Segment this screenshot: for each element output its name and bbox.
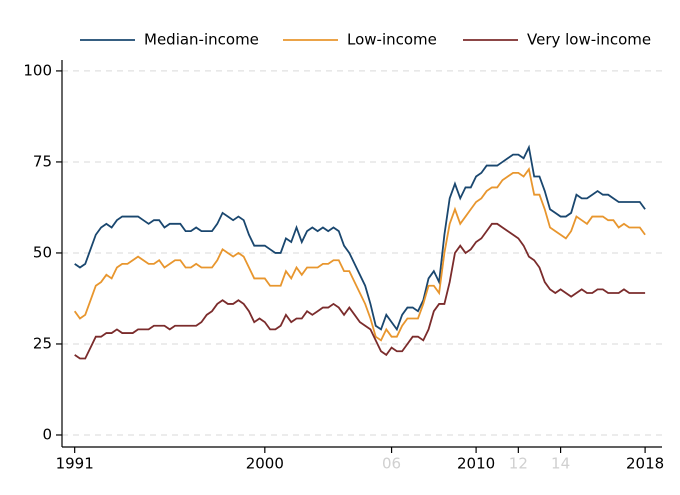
legend-label: Low-income bbox=[347, 31, 437, 49]
x-tick-label: 12 bbox=[509, 455, 528, 473]
series-line bbox=[74, 222, 646, 360]
y-tick-label: 25 bbox=[33, 334, 52, 352]
y-tick-label: 0 bbox=[42, 425, 52, 443]
x-tick-label: 2010 bbox=[457, 455, 495, 473]
series-line bbox=[74, 144, 646, 332]
legend-label: Very low-income bbox=[527, 31, 651, 49]
x-tick-label: 14 bbox=[551, 455, 570, 473]
series-line bbox=[73, 167, 646, 342]
x-tick-label: 1991 bbox=[56, 455, 94, 473]
y-tick-label: 50 bbox=[33, 243, 52, 261]
x-tick-label: 2018 bbox=[626, 455, 664, 473]
y-tick-label: 75 bbox=[33, 152, 52, 170]
x-tick-label: 2000 bbox=[246, 455, 284, 473]
x-tick-label: 06 bbox=[382, 455, 401, 473]
legend-label: Median-income bbox=[144, 31, 259, 49]
y-tick-label: 100 bbox=[23, 61, 52, 79]
